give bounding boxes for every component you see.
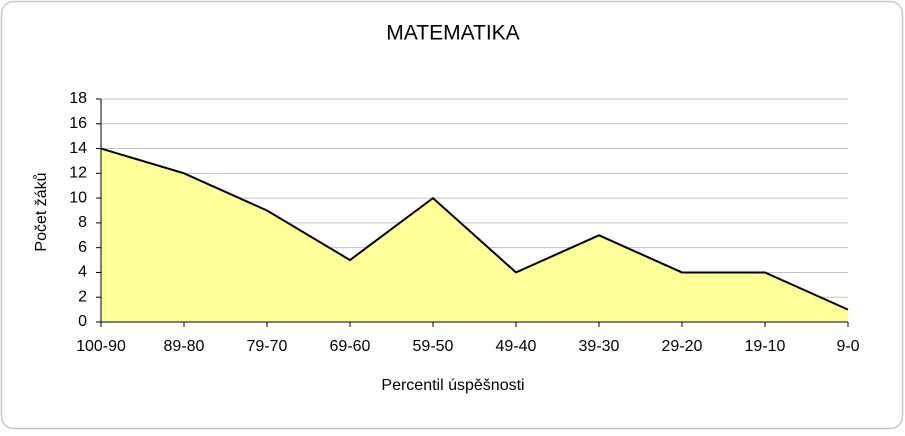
chart-title: MATEMATIKA	[386, 22, 519, 45]
x-axis-title: Percentil úspěšnosti	[381, 377, 524, 394]
y-tick-label: 14	[69, 140, 87, 157]
y-tick-label: 6	[78, 239, 87, 256]
y-tick-label: 16	[69, 115, 87, 132]
y-tick-label: 0	[78, 313, 87, 330]
x-tick-label: 69-60	[330, 338, 371, 355]
y-tick-label: 4	[78, 264, 87, 281]
x-tick-label: 100-90	[76, 338, 126, 355]
y-tick-label: 12	[69, 165, 87, 182]
y-tick-label: 8	[78, 214, 87, 231]
x-tick-label: 39-30	[579, 338, 620, 355]
y-tick-label: 10	[69, 189, 87, 206]
y-axis-title: Počet žáků	[32, 172, 50, 251]
area-line	[100, 147, 849, 311]
x-tick-label: 89-80	[164, 338, 205, 355]
x-tick-label: 29-20	[662, 338, 703, 355]
x-tick-label: 19-10	[745, 338, 786, 355]
y-tick-label: 18	[69, 90, 87, 107]
area	[101, 148, 848, 322]
x-tick-label: 9-0	[836, 338, 859, 355]
x-tick-label: 79-70	[247, 338, 288, 355]
x-tick-label: 49-40	[496, 338, 537, 355]
y-tick-label: 2	[78, 288, 87, 305]
x-tick-label: 59-50	[413, 338, 454, 355]
